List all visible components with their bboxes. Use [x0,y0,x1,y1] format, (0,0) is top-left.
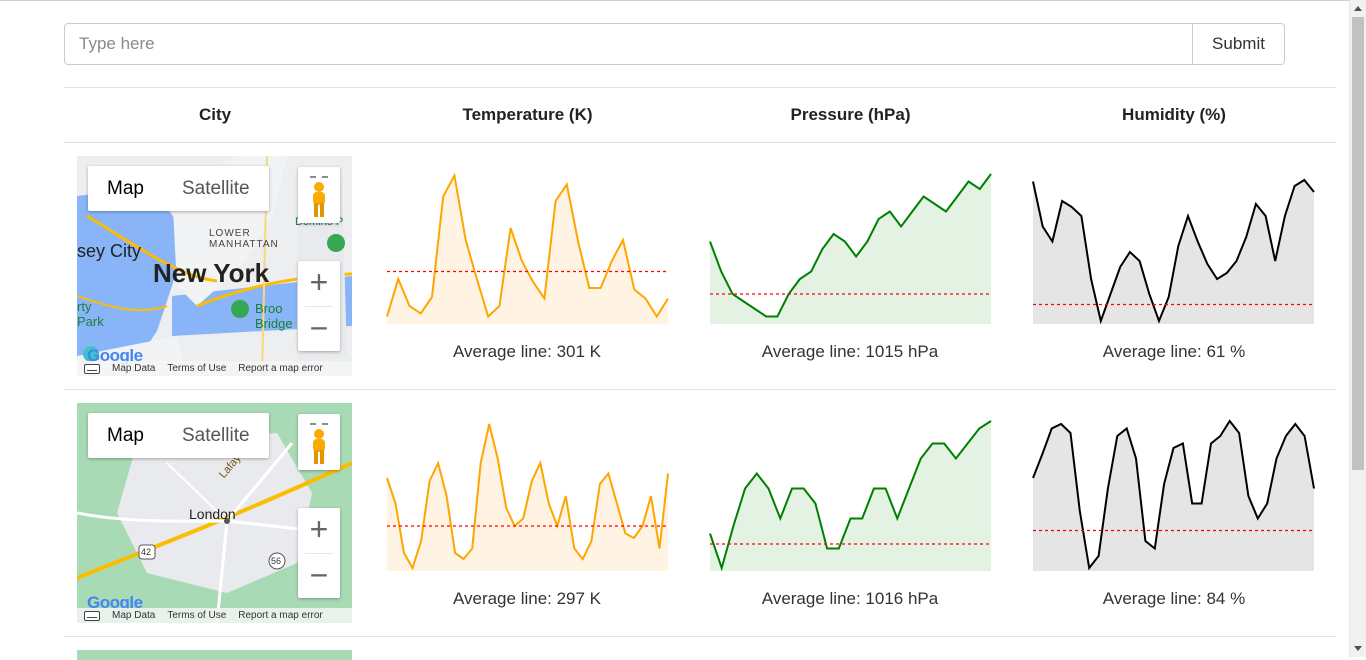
zoom-separator [305,553,333,554]
map-type-control: Map Satellite [88,166,269,211]
header-temperature: Temperature (K) [462,105,593,124]
page-top-border [0,0,1366,1]
map-type-map-button[interactable]: Map [107,178,144,199]
map-label-park: rty Park [77,299,104,329]
map-label-jersey: sey City [77,241,142,261]
pressure-chart [709,156,992,331]
scroll-down-arrow-icon[interactable] [1350,640,1366,657]
map-type-map-button[interactable]: Map [107,425,144,446]
map-type-control: Map Satellite [88,413,269,458]
humidity-average-caption: Average line: 84 % [1102,589,1246,608]
map-label-city: London [189,506,236,522]
scrollbar-thumb[interactable] [1352,17,1364,470]
chart-series-line [1032,178,1315,325]
chart-area-fill [1033,180,1314,324]
zoom-control: + − [298,261,340,351]
map-label-city: New York [153,258,270,288]
map-data-link[interactable]: Map Data [112,610,156,621]
chart-area-fill [1033,421,1314,571]
park-marker [231,300,249,318]
terms-of-use-link[interactable]: Terms of Use [167,363,227,374]
chart-area-fill [387,424,668,571]
route-42-shield: 42 [141,547,152,557]
chart-area-fill [710,421,991,571]
keyboard-shortcuts-icon[interactable] [84,363,100,374]
table-row: London Lafayette 42 56 Map Satellite + [64,390,1336,637]
temperature-average-caption: Average line: 301 K [452,342,602,361]
terms-of-use-link[interactable]: Terms of Use [167,610,227,621]
map-footer: Map Data Terms of Use Report a map error [77,361,352,376]
report-map-error-link[interactable]: Report a map error [238,363,323,374]
zoom-out-button[interactable]: − [309,557,329,593]
chart-series-line [709,420,992,572]
city-map[interactable] [77,650,352,660]
search-input[interactable] [64,23,1193,65]
search-row: Submit [64,23,1285,65]
header-pressure: Pressure (hPa) [790,105,911,124]
map-data-link[interactable]: Map Data [112,363,156,374]
humidity-chart [1032,403,1315,578]
temperature-chart [386,156,669,331]
city-map[interactable]: LOWER MANHATTAN sey City New York rty Pa… [77,156,352,376]
chart-area-fill [387,175,668,324]
table-row: LOWER MANHATTAN sey City New York rty Pa… [64,143,1336,390]
map-type-satellite-button[interactable]: Satellite [181,178,250,199]
chart-series-line [709,173,992,318]
map-label-bridge: Broo Bridge [255,301,293,331]
vertical-scrollbar[interactable] [1349,0,1366,657]
street-view-pegman-button[interactable] [298,167,340,223]
pegman-icon [310,423,328,464]
zoom-in-button[interactable]: + [309,511,329,547]
temperature-chart [386,403,669,578]
map-type-satellite-button[interactable]: Satellite [181,425,250,446]
city-map[interactable]: London Lafayette 42 56 Map Satellite + [77,403,352,623]
google-logo: Google [87,346,143,365]
route-56-shield: 56 [271,556,282,566]
street-view-pegman-button[interactable] [298,414,340,470]
temperature-average-caption: Average line: 297 K [452,589,602,608]
table-header: City Temperature (K) Pressure (hPa) Humi… [64,87,1336,143]
map-label-lower-manhattan: LOWER MANHATTAN [209,228,279,250]
scroll-up-arrow-icon[interactable] [1350,0,1366,17]
header-city: City [198,105,232,124]
zoom-separator [305,306,333,307]
keyboard-shortcuts-icon[interactable] [84,610,100,621]
header-humidity: Humidity (%) [1122,105,1226,124]
chart-series-line [1032,419,1315,571]
chart-series-line [386,423,669,571]
pressure-average-caption: Average line: 1016 hPa [761,589,939,608]
weather-table: City Temperature (K) Pressure (hPa) Humi… [64,87,1336,660]
google-logo: Google [87,593,143,612]
zoom-in-button[interactable]: + [309,264,329,300]
zoom-control: + − [298,508,340,598]
pegman-icon [310,176,328,217]
table-row [64,637,1336,660]
zoom-out-button[interactable]: − [309,310,329,346]
humidity-chart [1032,156,1315,331]
humidity-average-caption: Average line: 61 % [1102,342,1246,361]
map-footer: Map Data Terms of Use Report a map error [77,608,352,623]
pressure-average-caption: Average line: 1015 hPa [761,342,939,361]
report-map-error-link[interactable]: Report a map error [238,610,323,621]
pressure-chart [709,403,992,578]
submit-button[interactable]: Submit [1193,23,1285,65]
